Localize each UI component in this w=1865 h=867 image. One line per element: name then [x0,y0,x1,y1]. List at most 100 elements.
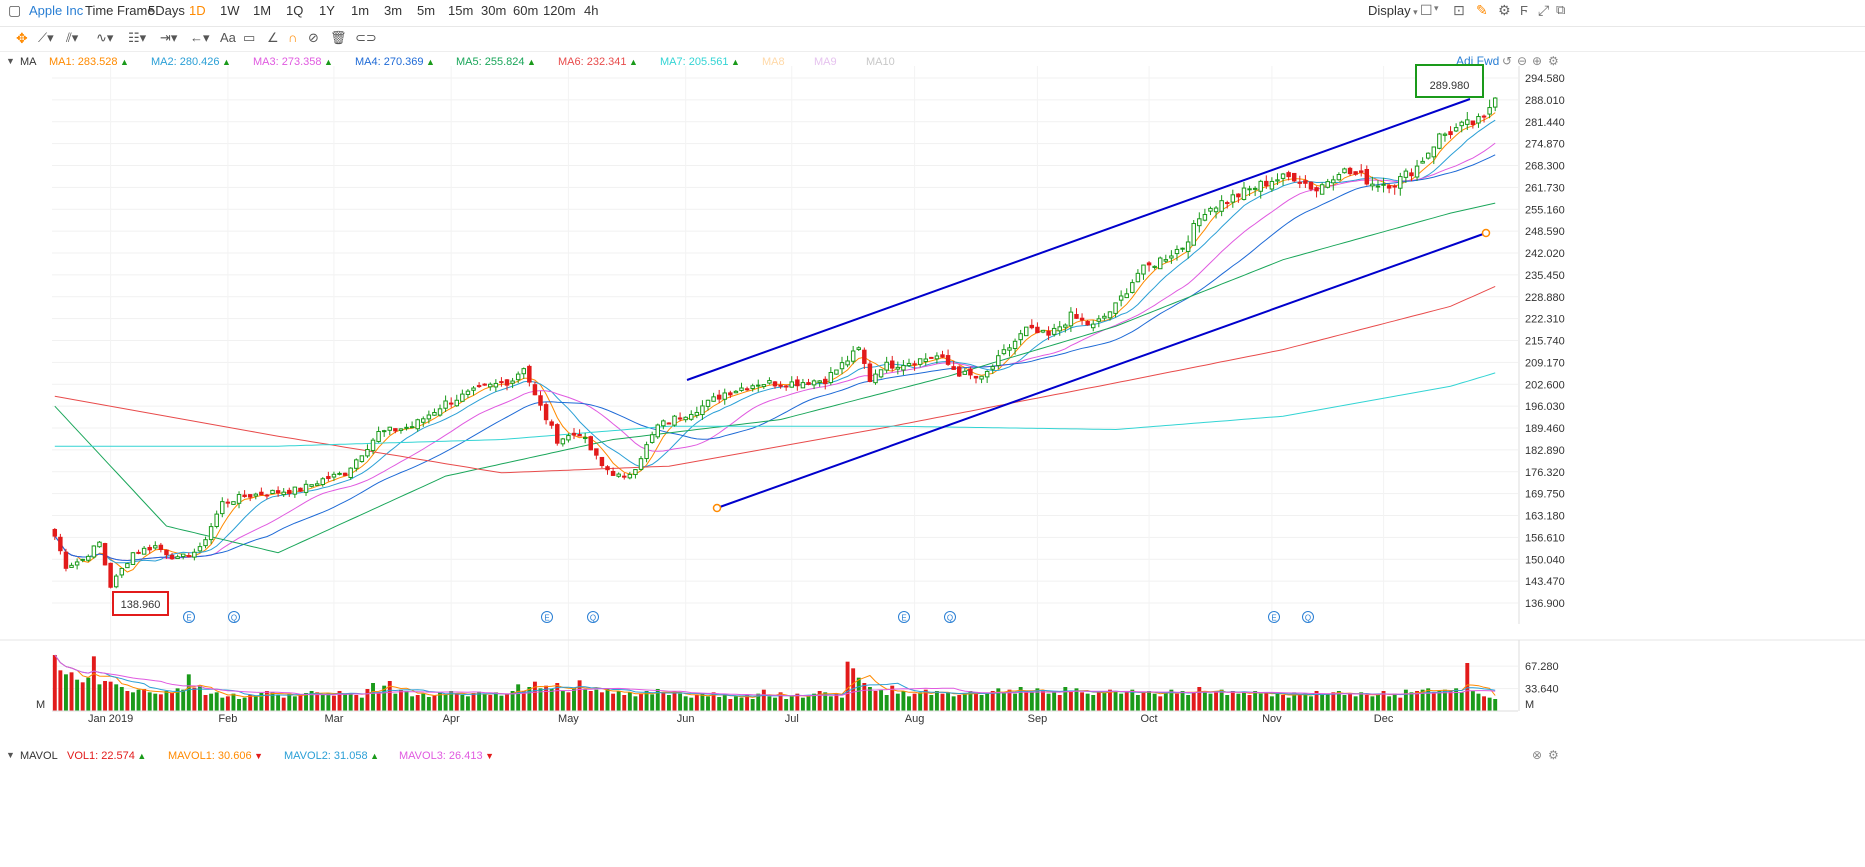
wave-tool-icon[interactable]: ∿▾ [96,30,114,45]
volume-bar [108,681,113,711]
fibonacci-tool-icon[interactable]: ☷▾ [128,30,147,45]
volume-bar [706,696,710,711]
ma5-value[interactable]: MA5: 255.824 ▲ [456,56,536,68]
mavol1-value[interactable]: MAVOL1: 30.606 ▼ [168,750,263,762]
ma3-value[interactable]: MA3: 273.358 ▲ [253,56,333,68]
fullscreen-panel-icon[interactable]: Ϝ [1520,3,1528,18]
interval-1y[interactable]: 1Y [319,3,335,18]
volume-bar [828,696,833,711]
price-axis: 294.580 288.010 281.440 274.870 268.300 261.7… [1518,66,1565,624]
candle-down [298,487,303,492]
delete-icon[interactable]: 🗑 [330,30,347,45]
volume-bar [784,699,789,711]
candle-down [1358,170,1364,173]
collapse-ma-icon[interactable]: ▼ [6,56,15,66]
candle-up [515,373,521,381]
interval-3min[interactable]: 3m [384,3,403,18]
interval-1m-month[interactable]: 1M [253,3,272,18]
candle-down [527,365,532,383]
ma8-value[interactable]: MA8 [762,56,785,68]
collapse-vol-icon[interactable]: ▼ [6,750,15,760]
display-dropdown[interactable]: Display ▾ [1368,3,1418,18]
candle-up [756,384,761,387]
popout-icon[interactable]: ⧉ [1556,2,1566,17]
volume-bar [1331,692,1336,711]
crosshair-icon[interactable]: ✥ [16,30,28,46]
ma2-value[interactable]: MA2: 280.426 ▲ [151,56,231,68]
volume-bar [382,685,387,711]
volume-bar [773,697,777,711]
interval-1min[interactable]: 1m [351,3,370,18]
candle-up [409,426,415,429]
candle-down [890,360,895,369]
arrow-tool-icon[interactable]: ←▾ [190,30,210,45]
measure-tool-icon[interactable]: ⇥▾ [160,30,178,45]
ma4-value[interactable]: MA4: 270.369 ▲ [355,56,435,68]
ma9-value[interactable]: MA9 [814,56,837,68]
candle-up [661,420,666,427]
legend-text: MA3: 273.358 [253,56,322,68]
volume-bar [711,692,716,711]
close-icon[interactable]: ⊗ [1532,748,1543,762]
mavol2-value[interactable]: MAVOL2: 31.058 ▲ [284,750,379,762]
interval-15min[interactable]: 15m [448,3,474,18]
quarter-marker [587,611,599,623]
volume-bar [951,696,956,711]
interval-5days[interactable]: 5Days [148,3,185,18]
comment-icon[interactable]: ▭ [243,30,256,45]
candle-down [538,395,543,406]
interval-1w[interactable]: 1W [220,3,240,18]
price-tick-label: 281.440 [1525,117,1565,129]
ma7-value[interactable]: MA7: 205.561 ▲ [660,56,740,68]
ma1-value[interactable]: MA1: 283.528 ▲ [49,56,129,68]
volume-bar [1197,687,1202,711]
mavol1-line [54,654,1496,698]
candle-up [856,347,861,351]
hide-drawings-icon[interactable]: ⊘ [308,30,319,45]
interval-1d[interactable]: 1D [189,3,206,18]
expand-icon[interactable]: ⤢ [1538,2,1550,18]
gear-icon[interactable]: ⚙ [1548,748,1559,762]
minimize-icon[interactable]: ⊖ [1517,54,1528,68]
interval-5min[interactable]: 5m [417,3,436,18]
sidebar-toggle-icon[interactable]: ▢ [8,2,22,18]
interval-4h[interactable]: 4h [584,3,599,18]
mavol3-value[interactable]: MAVOL3: 26.413 ▼ [399,750,494,762]
link-icon[interactable]: ⊂⊃ [355,30,377,45]
ma6-value[interactable]: MA6: 232.341 ▲ [558,56,638,68]
candle-up [404,426,409,429]
volume-bar [97,684,102,711]
candle-up [1197,218,1202,227]
pencil-icon[interactable]: ✎ [1476,2,1488,18]
symbol-name[interactable]: Apple Inc [29,3,84,18]
text-tool-icon[interactable]: Aa [220,30,236,45]
volume-bar [1219,689,1224,711]
candle-up [415,419,420,430]
channel-tool-icon[interactable]: ⫽▾ [66,30,79,45]
candle-up [566,435,571,441]
candle-up [493,382,499,388]
checkbox-icon[interactable]: ☐ [1420,2,1433,18]
interval-1q[interactable]: 1Q [286,3,304,18]
vol1-value[interactable]: VOL1: 22.574 ▲ [67,750,146,762]
magnet-icon[interactable]: ∩ [288,30,298,45]
volume-bar [449,691,454,711]
interval-120min[interactable]: 120m [543,3,576,18]
camera-icon[interactable]: ⊡ [1453,2,1465,18]
add-icon[interactable]: ⊕ [1532,54,1543,68]
ma10-value[interactable]: MA10 [866,56,895,68]
settings-icon[interactable]: ⚙ [1498,2,1511,18]
trendline-tool-icon[interactable]: ⟋▾ [38,30,54,45]
gear-icon[interactable]: ⚙ [1548,54,1559,68]
candle-up [1157,257,1163,270]
volume-bar [482,694,487,711]
undo-icon[interactable]: ↺ [1502,54,1513,68]
volume-bar [1225,695,1230,711]
chevron-down-icon[interactable]: ▾ [1434,3,1439,13]
interval-30min[interactable]: 30m [481,3,507,18]
volume-bar [722,694,727,711]
angle-tool-icon[interactable]: ∠ [267,30,279,45]
interval-60min[interactable]: 60m [513,3,539,18]
volume-bar [119,687,124,711]
